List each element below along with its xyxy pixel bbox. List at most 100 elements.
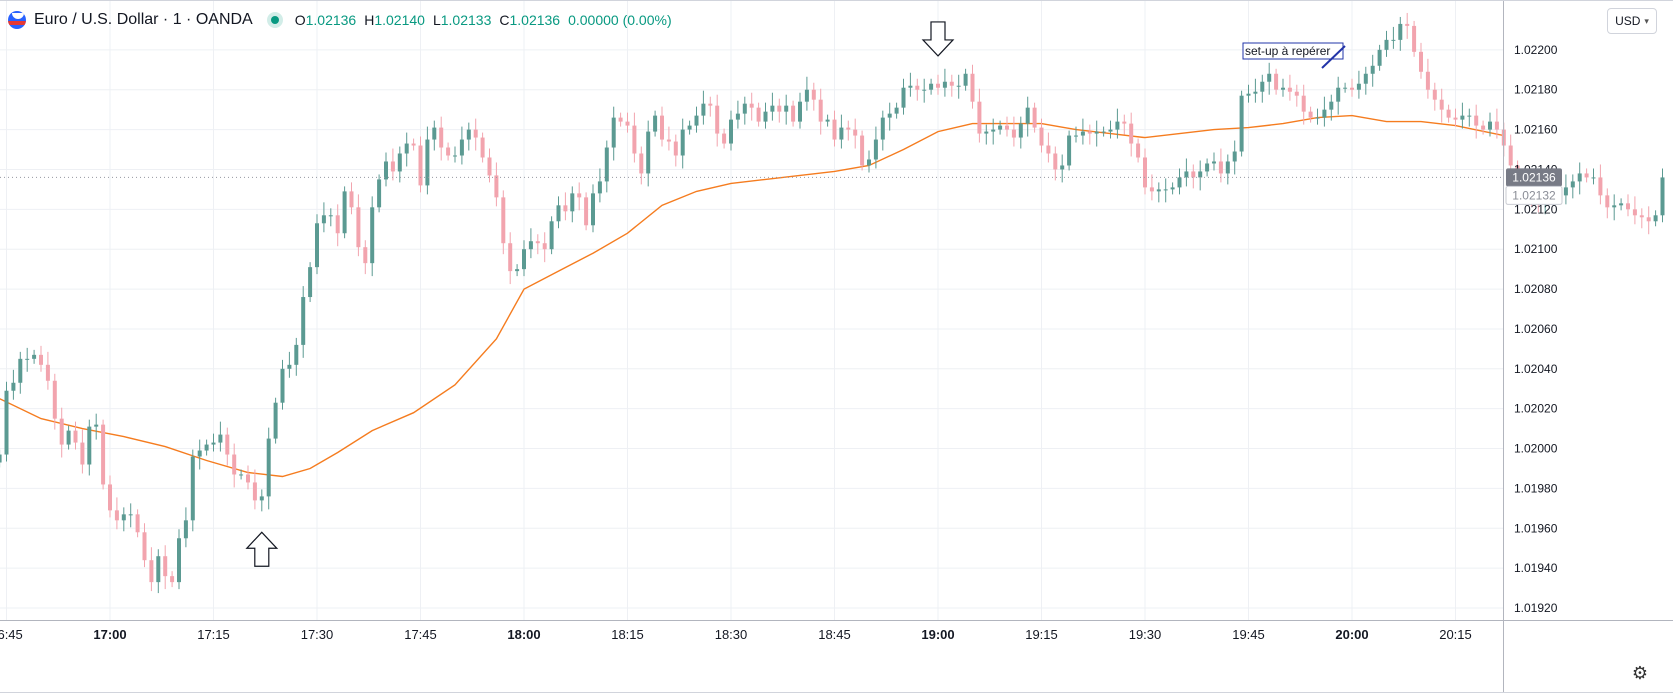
candle-body: [687, 125, 692, 130]
ohlc-value: 1.02133: [440, 12, 492, 28]
candle-body: [1474, 115, 1479, 126]
candle-body: [991, 129, 996, 132]
candle-body: [390, 161, 395, 172]
candle-body: [232, 454, 237, 475]
candle-body: [59, 418, 64, 445]
candle-body: [1639, 215, 1644, 218]
candle-body: [1218, 161, 1223, 174]
candle-body: [1494, 121, 1499, 130]
annotations: set-up à repérer: [245, 21, 1346, 567]
candle-body: [1067, 135, 1072, 166]
candle-body: [729, 119, 733, 144]
candle-body: [1005, 125, 1009, 130]
candle-body: [1239, 95, 1244, 152]
candle-body: [1605, 195, 1610, 208]
candle-body: [25, 358, 30, 360]
setup-annotation-box: [1242, 42, 1344, 60]
candle-body: [860, 135, 865, 166]
candle-body: [846, 127, 851, 130]
moving-average: [0, 114, 1504, 478]
candle-body: [922, 89, 927, 91]
candle-body: [308, 267, 313, 298]
candle-body: [80, 442, 85, 465]
y-tick-label: 1.02160: [1514, 123, 1558, 137]
y-tick-label: 1.02020: [1514, 402, 1558, 416]
candle-body: [190, 456, 195, 521]
x-tick-label: 20:15: [1439, 627, 1472, 642]
candle-body: [832, 119, 837, 140]
candle-body: [342, 191, 347, 234]
candle-body: [508, 243, 513, 272]
candle-body: [915, 85, 920, 90]
candle-body: [639, 153, 644, 174]
candle-body: [1053, 153, 1058, 170]
currency-label: USD: [1615, 14, 1641, 28]
candle-body: [411, 143, 416, 146]
candle-body: [1115, 121, 1120, 130]
candle-body: [977, 101, 982, 134]
candle-body: [708, 103, 713, 106]
candle-body: [45, 364, 50, 381]
candle-body: [177, 538, 181, 583]
candle-body: [149, 560, 154, 583]
candle-body: [225, 434, 230, 455]
ohlc-key: H: [364, 12, 375, 28]
ohlc-value: 1.02136: [305, 12, 357, 28]
candle-body: [1481, 125, 1486, 130]
arrow-down-icon: [921, 21, 955, 57]
candle-body: [1122, 121, 1127, 124]
ohlc-value: 0.00000 (0.00%): [568, 12, 672, 28]
candle-body: [1018, 123, 1023, 138]
candle-body: [535, 241, 540, 244]
candle-body: [680, 129, 685, 156]
candle-body: [894, 107, 899, 114]
candle-body: [52, 380, 57, 419]
candle-body: [1108, 129, 1113, 132]
symbol-title[interactable]: Euro / U.S. Dollar · 1 · OANDA: [34, 11, 253, 28]
candle-body: [101, 424, 106, 485]
candle-body: [1425, 71, 1430, 90]
flag-icon[interactable]: [8, 11, 26, 29]
candle-body: [1384, 39, 1389, 50]
candle-body: [404, 143, 409, 154]
candle-body: [170, 576, 175, 583]
y-tick-label: 1.02000: [1514, 442, 1558, 456]
candle-body: [653, 115, 658, 132]
gear-icon[interactable]: ⚙: [1631, 663, 1649, 683]
candle-body: [825, 119, 830, 122]
candle-body: [611, 117, 616, 148]
candle-body: [252, 482, 257, 501]
candle-body: [1577, 173, 1582, 182]
candle-body: [363, 247, 368, 264]
candle-body: [556, 205, 561, 222]
candle-body: [908, 85, 913, 88]
candle-body: [542, 243, 547, 250]
ohlc-value: 1.02136: [509, 12, 561, 28]
candle-body: [798, 101, 802, 122]
candle-body: [1508, 145, 1513, 166]
ohlc-item: C1.02136: [499, 12, 560, 28]
candle-body: [301, 297, 306, 345]
x-tick-label: 19:00: [921, 627, 954, 642]
candle-body: [1619, 203, 1624, 206]
candle-body: [887, 113, 892, 118]
candle-body: [494, 175, 499, 198]
candle-body: [466, 129, 471, 140]
currency-button[interactable]: USD ▾: [1607, 8, 1657, 34]
candle-body: [128, 514, 133, 516]
candle-body: [1343, 87, 1348, 89]
candle-body: [1136, 143, 1141, 158]
candle-body: [528, 241, 533, 250]
candle-body: [287, 364, 292, 369]
candle-body: [487, 157, 492, 176]
candle-body: [397, 153, 402, 172]
candle-body: [770, 105, 775, 112]
candle-body: [321, 215, 326, 224]
candle-body: [1094, 131, 1099, 134]
y-tick-label: 1.01980: [1514, 481, 1558, 495]
candle-body: [563, 205, 568, 212]
candle-body: [1460, 115, 1465, 120]
y-tick-label: 1.02100: [1514, 242, 1558, 256]
x-tick-label: 17:00: [93, 627, 126, 642]
